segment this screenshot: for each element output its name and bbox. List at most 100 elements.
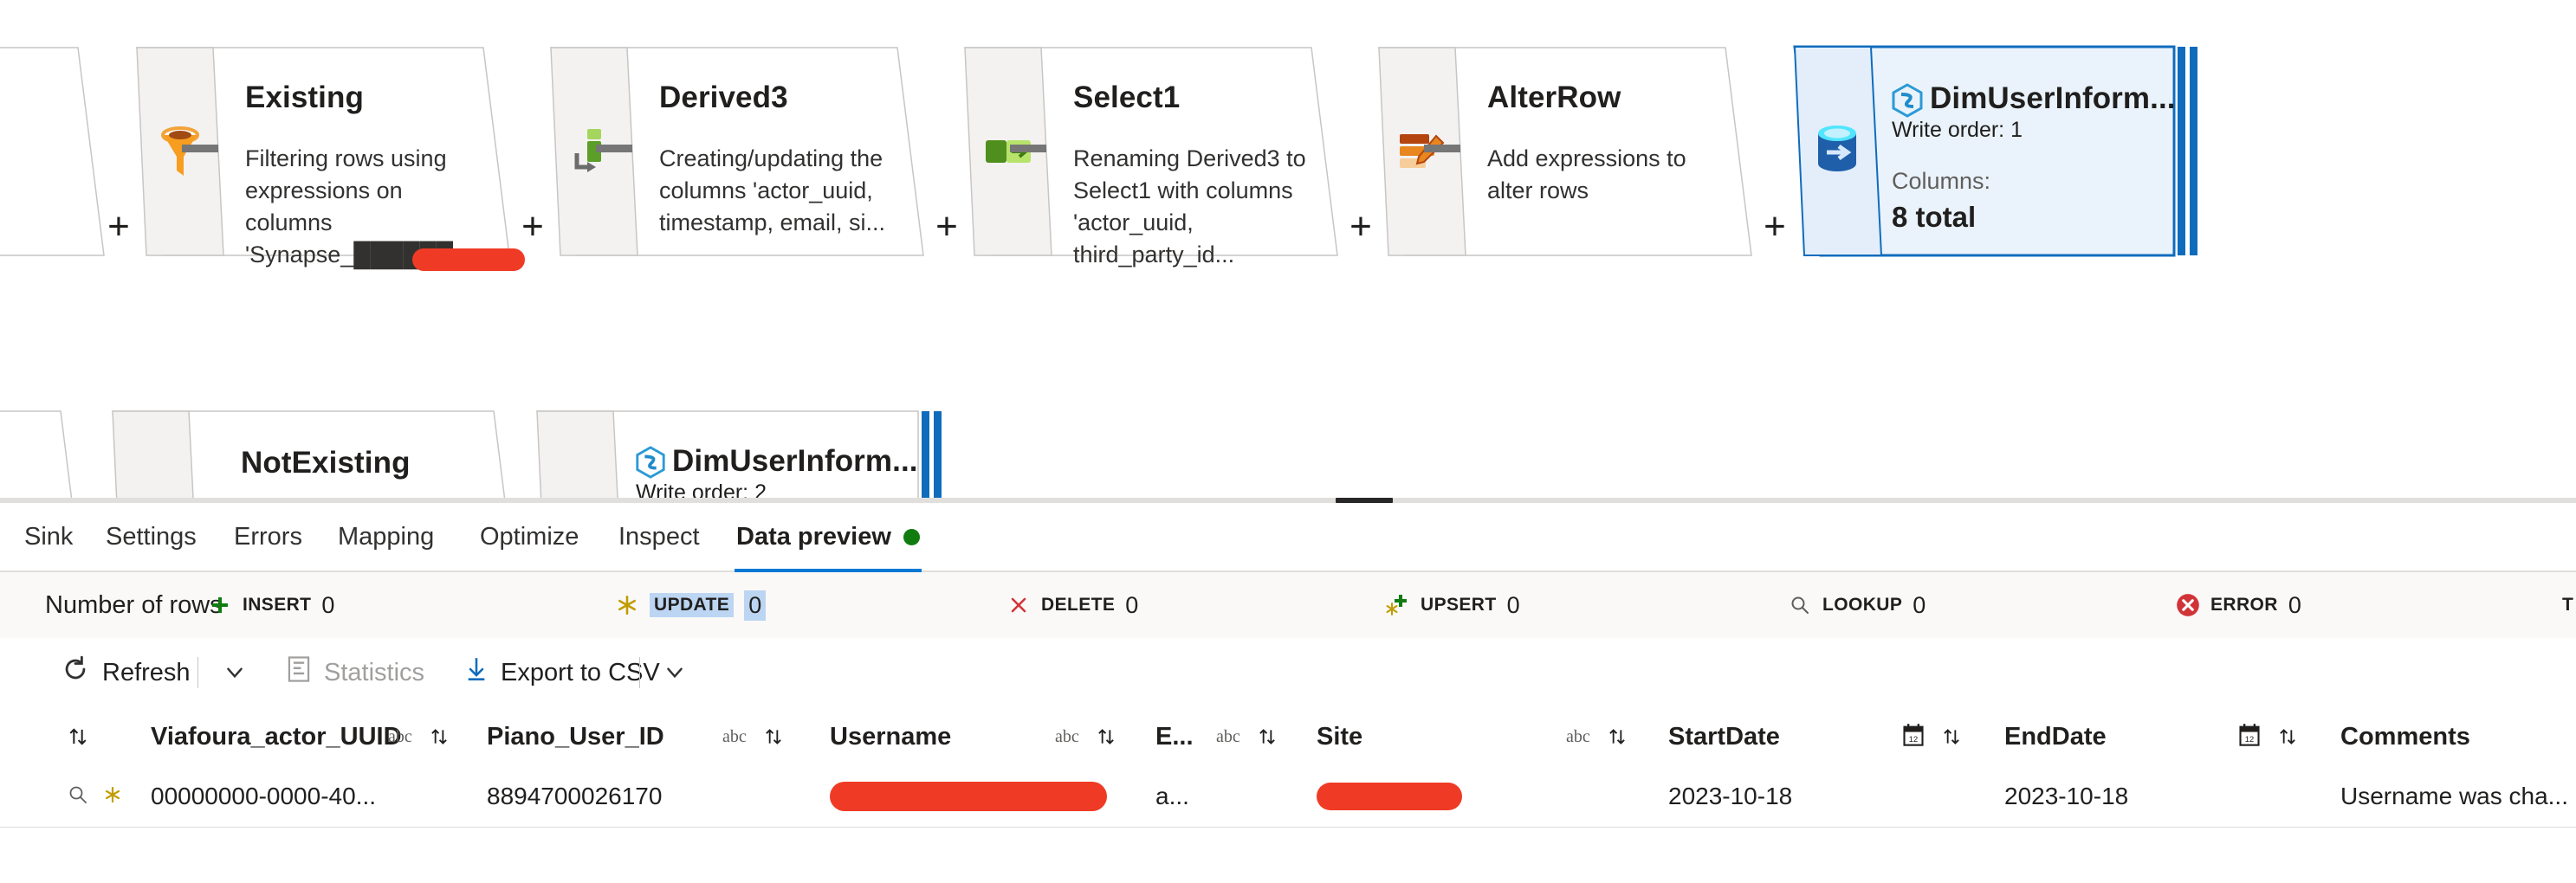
write-order-label: Write order: 1 — [1892, 118, 2023, 142]
flow-node-description: Creating/updating the columns 'actor_uui… — [659, 145, 886, 235]
flow-node-title: DimUserInform... — [1930, 81, 2176, 115]
flow-node-sink-dimuserinformation-1[interactable]: DimUserInform... Write order: 1 Columns:… — [1793, 45, 2200, 257]
stat-label: UPSERT — [1421, 595, 1497, 615]
node-outline — [112, 410, 506, 498]
table-row[interactable]: 00000000-0000-40... 8894700026170 a... 2… — [0, 766, 2576, 828]
search-icon[interactable] — [68, 784, 88, 809]
splitter-grip-handle[interactable] — [1336, 498, 1393, 503]
column-meta-username[interactable]: abc — [1055, 707, 1117, 766]
tab-mapping[interactable]: Mapping — [336, 503, 436, 570]
panel-splitter[interactable] — [0, 498, 2576, 503]
sort-icon[interactable] — [1940, 725, 1963, 748]
column-meta-piano-user-id[interactable]: abc — [722, 707, 785, 766]
add-node-button[interactable]: + — [107, 205, 130, 248]
sort-icon[interactable] — [428, 725, 450, 748]
add-node-button[interactable]: + — [1764, 205, 1786, 248]
add-node-button[interactable]: + — [521, 205, 544, 248]
add-node-button[interactable]: + — [1349, 205, 1372, 248]
cell-startdate: 2023-10-18 — [1668, 783, 1793, 809]
row-action-icons[interactable] — [68, 766, 123, 827]
column-header-label: Piano_User_ID — [487, 722, 664, 751]
flow-node-alterrow[interactable]: AlterRow Add expressions to alter rows — [1378, 47, 1752, 256]
data-preview-grid[interactable]: Viafoura_actor_UUID abc Piano_User_ID ab… — [0, 707, 2576, 883]
column-header-site[interactable]: Site — [1317, 707, 1362, 766]
column-header-username[interactable]: Username — [830, 707, 951, 766]
stat-label: T — [2562, 595, 2574, 615]
column-header-comments[interactable]: Comments — [2340, 707, 2470, 766]
sort-icon[interactable] — [1095, 725, 1117, 748]
column-header-enddate[interactable]: EndDate — [2004, 707, 2107, 766]
flow-node-title: DimUserInform... — [672, 444, 918, 478]
flow-node-partial-left-row2[interactable] — [0, 410, 87, 498]
number-of-rows-label: Number of rows — [45, 590, 223, 619]
sort-icon[interactable] — [66, 725, 90, 749]
flow-node-existing[interactable]: Existing Filtering rows using expression… — [136, 47, 525, 271]
svg-text:12: 12 — [1909, 735, 1918, 744]
search-icon — [1788, 593, 1812, 617]
data-preview-status-dot — [903, 528, 920, 545]
column-meta-enddate[interactable]: 12 — [2238, 707, 2299, 766]
refresh-dropdown-chevron-down-icon[interactable] — [215, 638, 255, 707]
flow-node-notexisting[interactable]: NotExisting — [112, 410, 520, 498]
cell-viafoura-actor-uuid: 00000000-0000-40... — [151, 783, 376, 809]
column-header-email[interactable]: E... — [1155, 707, 1194, 766]
tab-optimize[interactable]: Optimize — [478, 503, 580, 570]
column-header-viafoura-actor-uuid[interactable]: Viafoura_actor_UUID — [151, 707, 402, 766]
add-node-button[interactable]: + — [935, 205, 958, 248]
sort-icon[interactable] — [1256, 725, 1278, 748]
columns-total-value: 8 total — [1892, 201, 1977, 233]
column-meta-viafoura-actor-uuid[interactable]: abc — [388, 707, 450, 766]
preview-toolbar: Refresh Statistics Export to CSV — [0, 638, 2576, 708]
flow-node-derived3[interactable]: Derived3 Creating/updating the columns '… — [550, 47, 924, 256]
tab-label: Settings — [106, 522, 197, 551]
cross-icon — [1006, 593, 1031, 617]
tab-errors[interactable]: Errors — [232, 503, 304, 570]
details-panel: Sink Settings Errors Mapping Optimize In… — [0, 498, 2576, 883]
refresh-button[interactable]: Refresh — [61, 638, 191, 707]
flow-node-sink-dimuserinformation-2[interactable]: DimUserInform... Write order: 2 — [536, 410, 970, 498]
export-to-csv-button[interactable]: Export to CSV — [464, 638, 660, 707]
stat-label: ERROR — [2210, 595, 2278, 615]
dataflow-canvas[interactable]: ved2' + Existing Filtering rows using ex… — [0, 0, 2576, 498]
flow-connector — [1424, 145, 1460, 152]
stat-label: INSERT — [243, 595, 312, 615]
cell-username — [830, 766, 1116, 827]
download-icon — [464, 655, 489, 690]
stat-update: UPDATE 0 — [615, 572, 767, 638]
tab-sink[interactable]: Sink — [23, 503, 74, 570]
column-meta-site[interactable]: abc — [1566, 707, 1628, 766]
flow-node-partial-left[interactable]: ved2' — [0, 47, 105, 256]
stat-error: ERROR 0 — [2176, 572, 2301, 638]
plus-icon — [208, 593, 232, 617]
sort-icon[interactable] — [1606, 725, 1628, 748]
column-header-piano-user-id[interactable]: Piano_User_ID — [487, 707, 664, 766]
stat-value: 0 — [744, 590, 767, 621]
stat-value: 0 — [321, 591, 335, 618]
statistics-button[interactable]: Statistics — [286, 638, 424, 707]
type-abc-icon: abc — [1055, 726, 1079, 746]
column-meta-startdate[interactable]: 12 — [1902, 707, 1963, 766]
tab-label: Optimize — [480, 522, 579, 551]
redaction-mark — [1317, 783, 1462, 810]
column-meta-email[interactable]: abc — [1216, 707, 1278, 766]
sort-icon[interactable] — [762, 725, 785, 748]
flow-node-description: Filtering rows using expressions on colu… — [245, 145, 483, 267]
svg-text:12: 12 — [2245, 735, 2254, 744]
row-selector-sort-toggle[interactable] — [66, 707, 90, 766]
tab-data-preview[interactable]: Data preview — [735, 503, 922, 572]
synapse-icon — [1890, 83, 1925, 122]
columns-label: Columns: — [1892, 168, 1991, 194]
flow-node-title: Existing — [245, 81, 364, 114]
sort-icon[interactable] — [2276, 725, 2299, 748]
asterisk-icon — [615, 593, 639, 617]
tab-label: Errors — [234, 522, 302, 551]
tab-settings[interactable]: Settings — [104, 503, 198, 570]
error-icon — [2176, 593, 2200, 617]
column-header-startdate[interactable]: StartDate — [1668, 707, 1780, 766]
tab-label: Data preview — [736, 522, 891, 551]
tab-inspect[interactable]: Inspect — [617, 503, 702, 570]
flow-node-select1[interactable]: Select1 Renaming Derived3 to Select1 wit… — [964, 47, 1338, 267]
export-dropdown-chevron-down-icon[interactable] — [655, 638, 695, 707]
stat-value: 0 — [2288, 591, 2301, 618]
upsert-icon — [1386, 593, 1410, 617]
